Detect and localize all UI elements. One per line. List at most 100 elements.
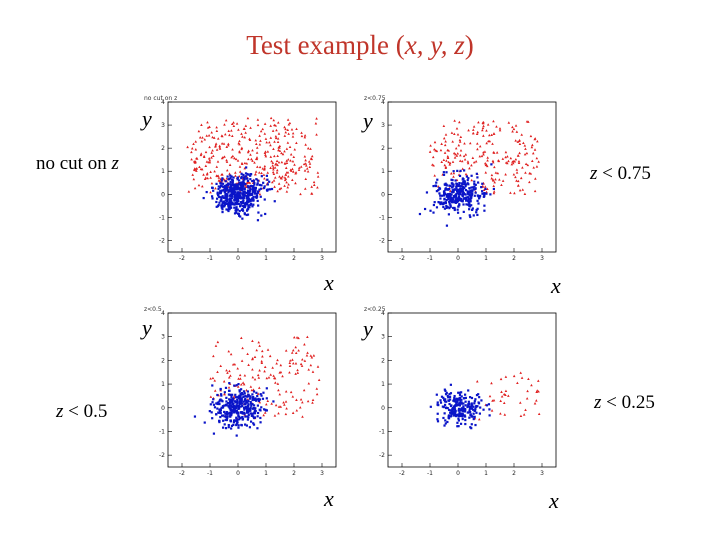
data-point	[533, 189, 537, 193]
data-point	[492, 132, 496, 135]
data-point	[259, 421, 262, 424]
data-point	[429, 144, 432, 147]
data-point	[227, 405, 230, 408]
data-point	[423, 207, 427, 211]
data-point	[190, 157, 193, 161]
data-point	[490, 133, 493, 136]
data-point	[442, 201, 445, 204]
data-point	[231, 398, 234, 401]
data-point	[248, 426, 251, 429]
data-point	[231, 179, 234, 182]
data-point	[247, 206, 250, 209]
x-tick-label: 0	[236, 470, 240, 477]
data-point	[473, 409, 476, 412]
data-point	[237, 377, 240, 380]
data-point	[210, 151, 213, 154]
data-point	[298, 406, 302, 409]
data-point	[521, 188, 525, 191]
data-point	[477, 401, 480, 404]
data-point	[251, 159, 254, 162]
data-point	[450, 414, 453, 417]
data-point	[211, 417, 214, 420]
data-point	[444, 406, 448, 410]
data-point	[216, 191, 219, 194]
data-point	[517, 184, 520, 187]
data-point	[193, 167, 197, 170]
data-point	[226, 402, 230, 405]
data-point	[238, 397, 241, 400]
data-point	[477, 202, 480, 205]
data-point	[231, 134, 234, 137]
data-point	[253, 409, 256, 412]
data-point	[190, 147, 194, 150]
data-point	[285, 147, 289, 150]
data-point	[469, 406, 472, 409]
data-point	[221, 156, 225, 159]
data-point	[455, 154, 459, 157]
data-point	[230, 175, 233, 178]
data-point	[236, 402, 239, 405]
data-point	[492, 119, 495, 123]
data-point	[440, 194, 444, 197]
data-point	[305, 354, 309, 357]
data-point	[460, 401, 463, 404]
data-point	[299, 398, 303, 401]
data-point	[457, 205, 460, 208]
data-point	[245, 195, 248, 198]
data-point	[533, 402, 537, 405]
data-point	[461, 183, 464, 186]
data-point	[461, 167, 465, 170]
data-point	[222, 196, 226, 199]
data-point	[492, 398, 496, 402]
data-point	[467, 183, 470, 186]
data-point	[468, 166, 471, 170]
data-point	[476, 207, 479, 210]
data-point	[454, 409, 457, 413]
data-point	[246, 185, 249, 188]
data-point	[236, 398, 239, 401]
data-point	[266, 183, 269, 186]
data-point	[218, 400, 221, 403]
data-point	[304, 143, 307, 146]
data-point	[260, 406, 263, 409]
y-axis-label: y	[363, 108, 373, 133]
data-point	[238, 139, 241, 143]
data-point	[278, 371, 282, 374]
data-point	[283, 162, 287, 165]
data-point	[240, 398, 243, 401]
plot-frame	[387, 101, 557, 253]
data-point	[258, 344, 261, 347]
data-point	[535, 389, 539, 392]
data-point	[213, 379, 217, 382]
data-point	[237, 407, 240, 410]
data-point	[237, 200, 240, 203]
data-point	[519, 176, 523, 180]
x-tick-label: -1	[427, 255, 433, 262]
data-point	[273, 166, 277, 169]
data-point	[223, 423, 226, 426]
data-point	[205, 160, 209, 163]
data-point	[227, 143, 230, 147]
data-point	[453, 188, 456, 191]
data-point	[235, 409, 239, 413]
data-point	[524, 162, 528, 165]
data-point	[247, 196, 250, 200]
data-point	[467, 405, 470, 408]
data-point	[233, 189, 236, 192]
data-point	[246, 177, 249, 180]
data-point	[458, 391, 461, 394]
data-point	[198, 136, 202, 139]
data-point	[238, 179, 241, 182]
data-point	[444, 140, 447, 143]
data-point	[242, 193, 245, 196]
data-point	[460, 159, 464, 163]
data-point	[234, 209, 237, 212]
data-point	[446, 148, 449, 152]
data-point	[230, 129, 233, 132]
data-point	[234, 171, 237, 174]
data-point	[490, 409, 494, 412]
data-point	[443, 190, 446, 193]
data-point	[464, 153, 468, 156]
data-point	[237, 202, 240, 206]
data-point	[207, 157, 211, 160]
